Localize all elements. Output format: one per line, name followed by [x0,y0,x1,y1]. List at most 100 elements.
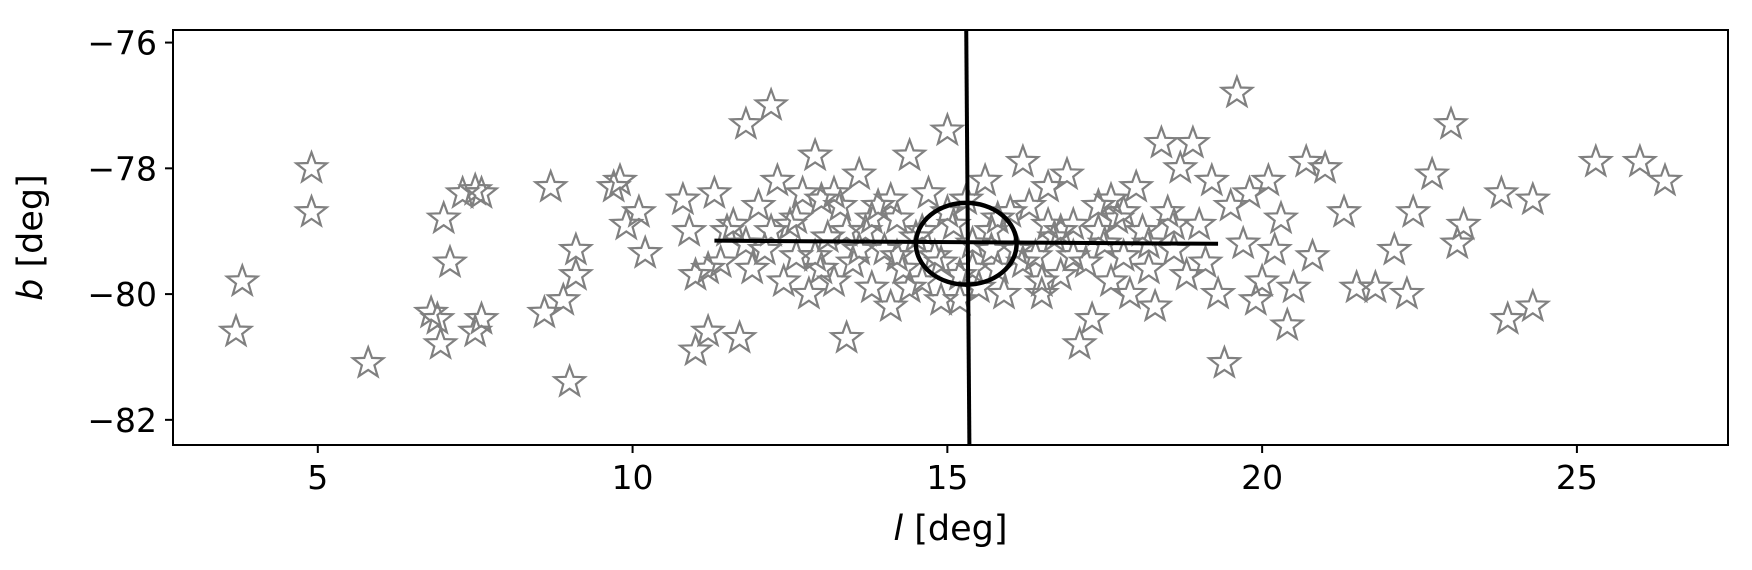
star-marker [1243,262,1281,298]
star-marker [985,274,1023,310]
star-marker [828,318,865,354]
star-marker [1067,243,1105,279]
star-marker [677,331,714,367]
star-marker [1092,180,1130,216]
x-tick-label: 5 [307,458,328,497]
y-axis-label: b [deg] [11,174,51,301]
star-marker [223,262,261,298]
star-marker [922,243,960,279]
star-marker [349,344,387,379]
star-marker [412,293,450,329]
star-marker [784,174,821,210]
star-marker [1099,199,1136,235]
star-marker [954,249,991,285]
star-marker [1199,274,1237,310]
star-marker [765,262,802,298]
star-marker [973,211,1010,247]
star-marker [1048,155,1086,191]
star-marker [620,193,658,228]
star-marker [1237,281,1275,316]
star-marker [1514,180,1552,216]
star-marker [941,281,979,316]
ellipse-contour [913,200,1019,287]
star-marker [425,199,462,235]
y-tick-label: −76 [87,24,157,63]
star-marker [293,193,330,228]
x-axis-ticks: 5 10 15 20 25 [307,445,1598,497]
star-marker [1130,249,1168,285]
star-marker [1646,161,1684,197]
star-marker [1250,161,1287,197]
star-marker [853,199,891,235]
star-marker [715,205,752,241]
star-marker [1092,262,1130,298]
star-marker [545,281,582,316]
star-marker [601,161,639,197]
star-marker [1445,205,1482,241]
star-marker [1621,142,1659,178]
star-marker [803,180,840,216]
star-marker [1306,149,1344,184]
star-markers [217,73,1684,398]
star-marker [840,155,878,191]
star-marker [677,255,714,291]
star-marker [1105,237,1142,272]
star-marker [463,299,500,335]
star-marker [1187,243,1224,279]
star-marker [828,211,865,247]
star-marker [463,174,500,209]
x-tick-label: 20 [1241,458,1283,497]
star-marker [752,86,790,121]
star-marker [840,230,878,266]
x-tick-label: 25 [1556,458,1598,497]
star-marker [293,149,330,184]
star-marker [1514,287,1552,323]
star-marker [733,249,771,285]
star-marker [815,174,853,210]
star-marker [878,237,916,272]
star-marker [1432,105,1470,140]
star-marker [1023,274,1061,310]
star-marker [1023,262,1061,298]
star-marker [551,362,588,398]
star-marker [1086,224,1124,260]
star-marker [777,199,815,235]
star-marker [1224,224,1262,260]
star-marker [664,180,702,216]
star-marker [1483,174,1520,210]
star-marker [595,167,632,203]
star-marker [1054,237,1092,272]
star-marker [1489,299,1526,335]
x-tick-label: 15 [926,458,968,497]
star-marker [1256,230,1293,266]
star-marker [853,268,891,304]
star-marker [419,299,456,335]
star-marker [1080,211,1117,247]
y-tick-label: −80 [87,275,157,314]
star-marker [532,167,569,203]
star-marker [1061,325,1098,360]
star-marker [1287,142,1325,178]
star-marker [1218,73,1256,109]
y-tick-label: −82 [87,401,157,440]
star-marker [1262,199,1300,235]
star-marker [1413,155,1451,191]
star-marker [702,243,739,279]
overlay-fit [714,30,1219,445]
star-marker [1117,167,1155,203]
star-marker [696,174,733,209]
star-marker [1294,237,1331,272]
star-marker [928,111,966,147]
star-marker [973,230,1010,266]
star-marker [790,274,828,310]
y-tick-label: −78 [87,149,157,188]
star-marker [1439,224,1476,260]
star-marker [935,205,972,241]
star-marker [626,233,664,269]
star-marker [431,243,469,279]
star-marker [929,193,966,228]
star-marker [1577,142,1615,178]
star-marker [903,211,941,247]
star-marker [1042,211,1079,247]
star-marker [1174,124,1212,159]
